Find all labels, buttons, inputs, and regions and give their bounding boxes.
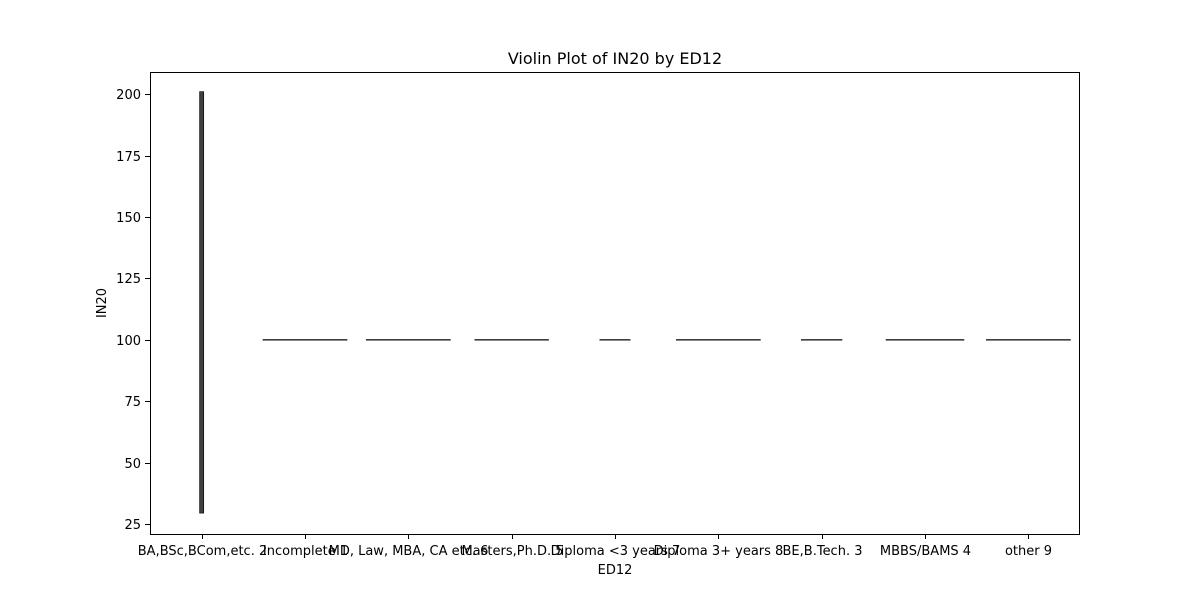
violin-body (199, 91, 205, 514)
y-tick-label: 200 (116, 88, 141, 103)
x-tick-label: MD, Law, MBA, CA etc. 6 (329, 544, 489, 559)
x-tick-label: MBBS/BAMS 4 (880, 544, 971, 559)
y-axis: 25 50 75 100 125 150 175 200 (116, 88, 150, 533)
x-tick-label: Diploma <3 years 7 (551, 544, 681, 559)
y-tick-label: 175 (116, 150, 141, 165)
y-tick-label: 25 (124, 518, 141, 533)
y-axis-label: IN20 (95, 288, 110, 318)
x-tick-label: Masters,Ph.D. 5 (461, 544, 563, 559)
chart-title: Violin Plot of IN20 by ED12 (508, 49, 722, 68)
y-tick-label: 125 (116, 272, 141, 287)
x-tick-label: BA,BSc,BCom,etc. 2 (138, 544, 267, 559)
x-tick-label: Diploma 3+ years 8 (654, 544, 784, 559)
y-tick-label: 50 (124, 457, 141, 472)
y-tick-label: 75 (124, 395, 141, 410)
x-tick-label: other 9 (1005, 544, 1052, 559)
x-tick-label: BE,B.Tech. 3 (783, 544, 863, 559)
y-tick-label: 150 (116, 211, 141, 226)
x-axis-label: ED12 (598, 563, 633, 578)
y-tick-label: 100 (116, 334, 141, 349)
x-tick-label: Incomplete 1 (263, 544, 348, 559)
plot-marks (199, 91, 1071, 514)
violin-0 (199, 91, 205, 514)
